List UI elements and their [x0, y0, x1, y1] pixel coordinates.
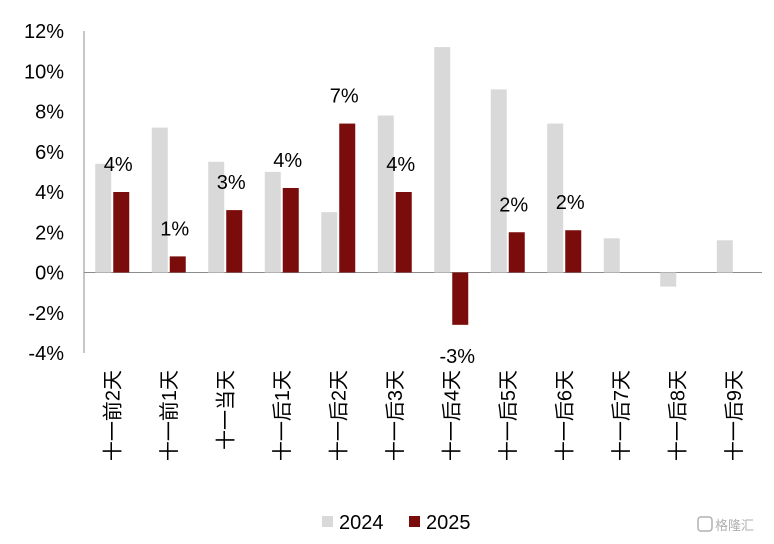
- watermark-text: 格隆汇: [715, 518, 754, 534]
- category-label: 十一后3天: [384, 370, 407, 461]
- watermark: 格隆汇: [697, 516, 754, 534]
- bar-2025: [113, 192, 130, 273]
- data-label: -3%: [439, 346, 475, 368]
- bar-2024: [660, 272, 677, 287]
- category-label: 十一前2天: [101, 370, 124, 461]
- legend-label-2025: 2025: [426, 512, 471, 534]
- bar-2025: [565, 230, 582, 273]
- bar-2024: [264, 171, 281, 273]
- category-label: 十一后7天: [610, 370, 633, 461]
- data-label: 4%: [386, 154, 415, 176]
- category-label: 十一后6天: [553, 370, 576, 461]
- bar-2024: [716, 240, 733, 273]
- category-label: 十一当天: [214, 370, 237, 450]
- category-label: 十一后2天: [327, 370, 350, 461]
- bar-2025: [339, 123, 356, 273]
- y-tick-label: 6%: [35, 142, 64, 164]
- bar-2024: [208, 161, 225, 273]
- category-label: 十一后5天: [497, 370, 520, 461]
- legend-label-2024: 2024: [339, 512, 384, 534]
- bar-2024: [377, 115, 394, 273]
- y-tick-label: 12%: [24, 21, 64, 43]
- category-label: 十一后1天: [271, 370, 294, 461]
- bar-2024: [547, 123, 564, 273]
- data-label: 7%: [330, 86, 359, 108]
- bar-2025: [395, 192, 412, 273]
- bar-2024: [321, 212, 338, 273]
- y-tick-label: -4%: [28, 343, 64, 365]
- data-label: 2%: [556, 192, 585, 214]
- category-label: 十一后4天: [440, 370, 463, 461]
- bar-2025: [169, 256, 186, 273]
- bar-2024: [151, 127, 168, 273]
- x-axis-categories: 十一前2天 十一前1天 十一当天 十一后1天 十一后2天 十一后3天 十一后4天 十一后5天 十…: [101, 370, 746, 461]
- y-tick-label: 2%: [35, 222, 64, 244]
- bar-2024: [95, 163, 112, 273]
- bar-2024: [490, 89, 507, 273]
- data-label: 1%: [160, 218, 189, 240]
- bar-2025: [452, 272, 469, 325]
- bar-2025: [226, 210, 243, 273]
- data-label: 2%: [499, 194, 528, 216]
- category-label: 十一前1天: [158, 370, 181, 461]
- y-tick-label: 8%: [35, 102, 64, 124]
- y-tick-label: -2%: [28, 303, 64, 325]
- data-labels: 4% 1% 3% 4% 7% 4% -3% 2% 2%: [104, 86, 585, 368]
- y-tick-label: 10%: [24, 61, 64, 83]
- y-tick-label: 4%: [35, 182, 64, 204]
- category-label: 十一后9天: [723, 370, 746, 461]
- bars: [95, 47, 733, 325]
- legend-swatch-2024: [322, 516, 333, 527]
- category-label: 十一后8天: [666, 370, 689, 461]
- bar-2025: [282, 187, 299, 273]
- legend: 2024 2025: [322, 512, 471, 534]
- data-label: 4%: [104, 154, 133, 176]
- bar-2024: [434, 47, 451, 273]
- bar-2024: [603, 238, 620, 273]
- data-label: 4%: [273, 150, 302, 172]
- bar-2025: [508, 232, 525, 273]
- y-axis-ticks: -4% -2% 0% 2% 4% 6% 8% 10% 12%: [24, 21, 64, 365]
- watermark-logo-icon: [697, 516, 713, 532]
- y-tick-label: 0%: [35, 263, 64, 285]
- data-label: 3%: [217, 172, 246, 194]
- legend-swatch-2025: [409, 516, 420, 527]
